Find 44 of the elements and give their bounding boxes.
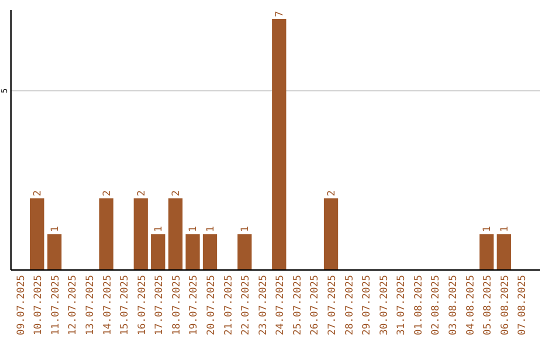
x-tick-label: 21.07.2025: [223, 275, 234, 336]
x-tick-label: 22.07.2025: [240, 275, 252, 336]
data-label: 2: [136, 190, 148, 196]
data-label: 1: [205, 226, 216, 232]
y-tick-label: 5: [0, 88, 9, 94]
x-tick-label: 23.07.2025: [258, 275, 269, 336]
x-tick-label: 09.07.2025: [16, 275, 27, 336]
data-label: 1: [188, 226, 200, 232]
x-tick-label: 13.07.2025: [84, 275, 96, 336]
x-tick-label: 11.07.2025: [50, 275, 62, 336]
x-tick-label: 31.07.2025: [396, 275, 408, 336]
data-label: 2: [326, 190, 338, 196]
x-tick-label: 04.08.2025: [465, 275, 476, 336]
x-tick-label: 01.08.2025: [413, 275, 424, 336]
x-tick-label: 03.08.2025: [448, 275, 460, 336]
x-tick-label: 30.07.2025: [378, 275, 390, 336]
x-tick-label: 10.07.2025: [33, 275, 44, 336]
x-tick-label: 06.08.2025: [500, 275, 511, 336]
x-tick-label: 17.07.2025: [154, 275, 166, 336]
x-tick-label: 12.07.2025: [68, 275, 79, 336]
x-tick-label: 07.08.2025: [517, 275, 528, 336]
x-tick-label: 26.07.2025: [310, 275, 321, 336]
data-label: 2: [102, 190, 113, 196]
x-tick-label: 28.07.2025: [344, 275, 356, 336]
x-tick-label: 14.07.2025: [102, 275, 114, 336]
x-tick-label: 19.07.2025: [188, 275, 200, 336]
data-label: 1: [499, 226, 510, 232]
data-label: 1: [154, 226, 165, 232]
x-tick-label: 20.07.2025: [206, 275, 217, 336]
x-tick-label: 25.07.2025: [292, 275, 304, 336]
data-label: 1: [240, 226, 252, 232]
x-tick-label: 16.07.2025: [136, 275, 148, 336]
x-tick-label: 15.07.2025: [120, 275, 131, 336]
x-tick-label: 24.07.2025: [275, 275, 286, 336]
x-tick-label: 18.07.2025: [171, 275, 182, 336]
data-label: 2: [32, 190, 44, 196]
data-label: 1: [50, 226, 61, 232]
data-label: 1: [482, 226, 494, 232]
x-tick-label: 27.07.2025: [327, 275, 338, 336]
x-tick-label: 02.08.2025: [430, 275, 442, 336]
x-tick-label: 05.08.2025: [482, 275, 494, 336]
x-tick-label: 29.07.2025: [362, 275, 373, 336]
data-label: 2: [170, 190, 182, 196]
data-label: 7: [274, 10, 286, 17]
